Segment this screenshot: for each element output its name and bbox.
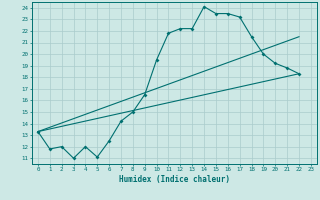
X-axis label: Humidex (Indice chaleur): Humidex (Indice chaleur) [119,175,230,184]
